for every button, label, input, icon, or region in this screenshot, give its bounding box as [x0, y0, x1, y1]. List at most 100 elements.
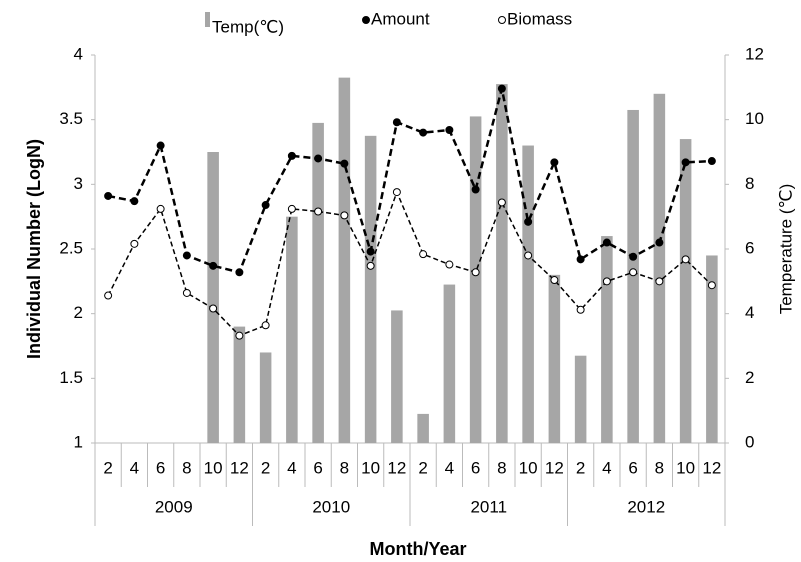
marker	[655, 277, 664, 286]
x-tick-label: 2	[261, 458, 270, 477]
bar	[391, 310, 403, 443]
x-tick-label: 8	[655, 458, 664, 477]
y2-tick-label: 10	[745, 109, 764, 128]
x-tick-label: 2	[576, 458, 585, 477]
group-label: 2011	[470, 497, 507, 516]
marker	[104, 291, 113, 300]
y-tick-label: 3.5	[59, 109, 83, 128]
marker	[392, 118, 401, 127]
y2-axis-title: Temperature (℃)	[776, 184, 795, 315]
marker	[340, 211, 349, 220]
legend-swatch	[498, 16, 506, 24]
marker	[235, 268, 244, 277]
x-tick-label: 10	[676, 458, 695, 477]
y-axis-title: Individual Number (LogN)	[24, 139, 44, 359]
marker	[681, 158, 690, 167]
marker	[550, 158, 559, 167]
marker	[235, 331, 244, 340]
marker	[104, 191, 113, 200]
bar	[706, 255, 718, 443]
marker	[209, 304, 218, 313]
marker	[524, 217, 533, 226]
bar	[417, 413, 429, 443]
bar	[233, 326, 246, 443]
x-tick-label: 4	[602, 458, 611, 477]
y-tick-label: 1.5	[59, 368, 83, 387]
bar	[548, 274, 561, 443]
marker	[419, 128, 428, 137]
marker	[707, 157, 716, 166]
marker	[602, 238, 611, 247]
marker	[261, 321, 270, 330]
x-tick-label: 12	[387, 458, 406, 477]
x-tick-label: 6	[628, 458, 637, 477]
marker	[602, 277, 611, 286]
bar	[469, 116, 482, 443]
x-tick-label: 12	[702, 458, 721, 477]
group-label: 2012	[627, 497, 665, 516]
x-axis-title: Month/Year	[369, 539, 466, 559]
x-tick-label: 6	[313, 458, 322, 477]
marker	[655, 238, 664, 247]
bar	[364, 135, 377, 444]
legend-label: Amount	[371, 9, 430, 28]
marker	[576, 305, 585, 314]
marker	[366, 261, 375, 270]
marker	[156, 141, 165, 150]
x-tick-label: 2	[103, 458, 112, 477]
marker	[629, 252, 638, 261]
x-tick-label: 4	[130, 458, 139, 477]
marker	[419, 250, 428, 259]
marker	[261, 201, 270, 210]
marker	[707, 281, 716, 290]
x-tick-label: 10	[519, 458, 538, 477]
bar	[496, 84, 508, 443]
x-tick-label: 4	[445, 458, 454, 477]
legend-label: Temp(℃)	[212, 17, 284, 36]
line	[107, 190, 713, 337]
marker	[445, 260, 454, 269]
marker	[156, 204, 165, 213]
x-tick-label: 4	[287, 458, 296, 477]
y2-tick-label: 0	[745, 432, 754, 451]
marker	[629, 268, 638, 277]
y-tick-label: 2.5	[59, 238, 83, 257]
marker	[314, 154, 323, 163]
y2-tick-label: 6	[745, 238, 754, 257]
marker	[471, 185, 480, 194]
y-tick-label: 4	[74, 44, 83, 63]
bar	[653, 93, 666, 444]
legend-label: Biomass	[507, 9, 572, 28]
y2-tick-label: 12	[745, 44, 764, 63]
x-tick-label: 6	[156, 458, 165, 477]
marker	[576, 255, 585, 264]
marker	[445, 126, 454, 135]
marker	[681, 255, 690, 264]
x-tick-label: 10	[361, 458, 380, 477]
y-tick-label: 3	[74, 174, 83, 193]
x-tick-label: 12	[545, 458, 564, 477]
marker	[366, 247, 375, 256]
x-tick-label: 12	[230, 458, 249, 477]
bar	[627, 109, 639, 443]
marker	[287, 204, 296, 213]
marker	[392, 188, 401, 197]
bar	[443, 284, 456, 443]
marker	[130, 197, 139, 206]
bar	[338, 77, 351, 443]
x-tick-label: 2	[418, 458, 427, 477]
marker	[340, 159, 349, 168]
marker	[130, 239, 139, 248]
bar	[207, 152, 219, 443]
marker	[209, 261, 218, 270]
line	[107, 88, 712, 274]
y-tick-label: 2	[74, 303, 83, 322]
bar	[679, 139, 692, 444]
marker	[497, 198, 506, 207]
marker	[314, 207, 323, 216]
x-tick-label: 8	[182, 458, 191, 477]
legend-swatch	[362, 16, 370, 24]
marker	[524, 251, 533, 260]
group-label: 2010	[312, 497, 350, 516]
